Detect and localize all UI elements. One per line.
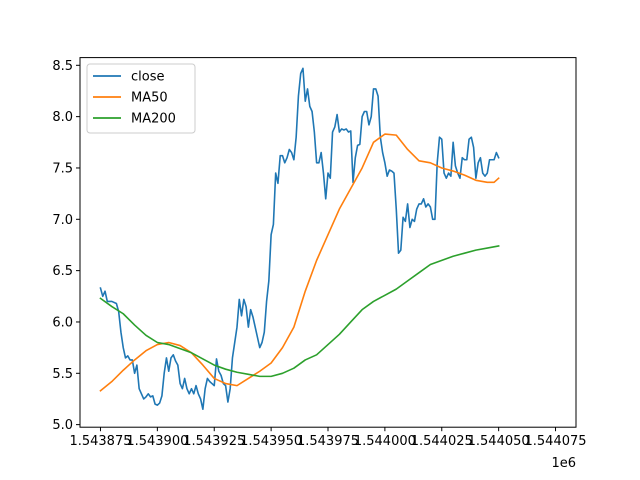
x-tick-label: 1.543975: [297, 434, 359, 449]
y-tick-label: 8.0: [52, 110, 73, 125]
x-tick-label: 1.543950: [240, 434, 302, 449]
legend-label-close: close: [131, 70, 164, 85]
series-line-close: [99, 67, 500, 411]
plot-lines: [99, 67, 500, 411]
legend-box: [86, 63, 196, 134]
y-tick-label: 7.5: [52, 161, 73, 176]
y-tick-label: 5.0: [52, 418, 73, 433]
x-tick-label: 1.544025: [411, 434, 473, 449]
x-tick-label: 1.544075: [525, 434, 587, 449]
legend: close MA50 MA200: [86, 63, 196, 134]
legend-label-ma50: MA50: [131, 91, 168, 106]
series-line-ma200: [99, 245, 500, 378]
x-tick-label: 1.543900: [126, 434, 188, 449]
series-line-ma50: [99, 133, 500, 392]
x-tick-label: 1.544050: [468, 434, 530, 449]
y-tick-label: 6.5: [52, 264, 73, 279]
y-axis: 5.0 5.5 6.0 6.5 7.0 7.5 8.0 8.5: [52, 59, 80, 433]
x-tick-label: 1.543875: [69, 434, 131, 449]
y-tick-label: 5.5: [52, 367, 73, 382]
y-tick-label: 7.0: [52, 213, 73, 228]
legend-label-ma200: MA200: [131, 112, 176, 127]
x-tick-label: 1.543925: [183, 434, 245, 449]
y-tick-label: 8.5: [52, 59, 73, 74]
y-tick-label: 6.0: [52, 315, 73, 330]
x-tick-label: 1.544000: [354, 434, 416, 449]
x-axis-offset-label: 1e6: [551, 456, 576, 471]
x-axis: 1.5438751.5439001.5439251.5439501.543975…: [69, 427, 587, 449]
